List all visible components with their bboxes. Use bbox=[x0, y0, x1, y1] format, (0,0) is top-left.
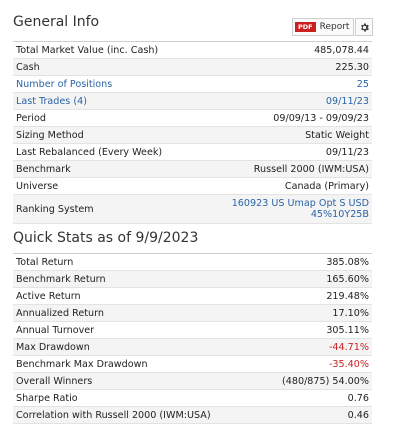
row-value: 0.46 bbox=[347, 409, 369, 421]
table-row: Annual Turnover 305.11% bbox=[13, 322, 372, 339]
row-label: Cash bbox=[16, 61, 40, 73]
row-label: Max Drawdown bbox=[16, 341, 90, 353]
benchmark-max-drawdown-value: -35.40% bbox=[328, 358, 369, 370]
settings-button[interactable] bbox=[355, 18, 373, 36]
ranking-system-link[interactable]: 160923 US Umap Opt S USD 45%10Y25B bbox=[232, 198, 372, 220]
table-row: Total Return 385.08% bbox=[13, 254, 372, 271]
row-label: Annualized Return bbox=[16, 307, 104, 319]
table-row: Last Rebalanced (Every Week) 09/11/23 bbox=[13, 144, 372, 161]
row-value: 17.10% bbox=[332, 307, 369, 319]
row-label: Period bbox=[16, 112, 46, 124]
general-info-title: General Info bbox=[13, 14, 100, 30]
table-row: Period 09/09/13 - 09/09/23 bbox=[13, 110, 372, 127]
row-value: 385.08% bbox=[326, 256, 369, 268]
table-row: Benchmark Russell 2000 (IWM:USA) bbox=[13, 161, 372, 178]
row-value: 485,078.44 bbox=[314, 44, 369, 56]
table-row: Number of Positions 25 bbox=[13, 76, 372, 93]
table-row: Max Drawdown -44.71% bbox=[13, 339, 372, 356]
row-label: Ranking System bbox=[16, 203, 94, 215]
row-label: Overall Winners bbox=[16, 375, 93, 387]
row-label: Annual Turnover bbox=[16, 324, 95, 336]
row-label: Active Return bbox=[16, 290, 81, 302]
row-value: 305.11% bbox=[326, 324, 369, 336]
table-row: Benchmark Return 165.60% bbox=[13, 271, 372, 288]
row-value: (480/875) 54.00% bbox=[282, 375, 369, 387]
gear-icon bbox=[360, 22, 369, 32]
table-row: Ranking System 160923 US Umap Opt S USD … bbox=[13, 195, 372, 224]
quick-stats-title: Quick Stats as of 9/9/2023 bbox=[13, 230, 199, 246]
pdf-report-button[interactable]: PDF Report bbox=[292, 18, 355, 36]
row-value: 165.60% bbox=[326, 273, 369, 285]
last-trades-link[interactable]: Last Trades (4) bbox=[16, 95, 87, 107]
general-info-table: Total Market Value (inc. Cash) 485,078.4… bbox=[13, 41, 372, 224]
row-value: 219.48% bbox=[326, 290, 369, 302]
row-label: Benchmark bbox=[16, 163, 71, 175]
row-label: Last Rebalanced (Every Week) bbox=[16, 146, 163, 158]
table-row: Sharpe Ratio 0.76 bbox=[13, 390, 372, 407]
report-button-label: Report bbox=[319, 22, 350, 32]
ranking-system-line-1: 160923 US Umap Opt S USD bbox=[231, 198, 369, 209]
row-value: 09/09/13 - 09/09/23 bbox=[273, 112, 369, 124]
table-row: Total Market Value (inc. Cash) 485,078.4… bbox=[13, 42, 372, 59]
max-drawdown-value: -44.71% bbox=[328, 341, 369, 353]
table-row: Correlation with Russell 2000 (IWM:USA) … bbox=[13, 407, 372, 424]
row-value: Static Weight bbox=[305, 129, 369, 141]
number-of-positions-value-link[interactable]: 25 bbox=[356, 78, 369, 90]
row-label: Total Return bbox=[16, 256, 74, 268]
table-row: Cash 225.30 bbox=[13, 59, 372, 76]
table-row: Active Return 219.48% bbox=[13, 288, 372, 305]
row-value: 0.76 bbox=[347, 392, 369, 404]
row-value: Canada (Primary) bbox=[284, 180, 369, 192]
table-row: Annualized Return 17.10% bbox=[13, 305, 372, 322]
row-label: Sizing Method bbox=[16, 129, 84, 141]
row-value: 09/11/23 bbox=[325, 146, 369, 158]
row-label: Universe bbox=[16, 180, 59, 192]
row-label: Total Market Value (inc. Cash) bbox=[16, 44, 159, 56]
row-label: Benchmark Max Drawdown bbox=[16, 358, 148, 370]
quick-stats-table: Total Return 385.08% Benchmark Return 16… bbox=[13, 253, 372, 424]
ranking-system-line-2: 45%10Y25B bbox=[310, 209, 369, 220]
last-trades-date-link[interactable]: 09/11/23 bbox=[325, 95, 369, 107]
row-value: 225.30 bbox=[335, 61, 369, 73]
row-label: Correlation with Russell 2000 (IWM:USA) bbox=[16, 409, 211, 421]
row-label: Sharpe Ratio bbox=[16, 392, 78, 404]
table-row: Overall Winners (480/875) 54.00% bbox=[13, 373, 372, 390]
row-value: Russell 2000 (IWM:USA) bbox=[253, 163, 369, 175]
table-row: Benchmark Max Drawdown -35.40% bbox=[13, 356, 372, 373]
table-row: Sizing Method Static Weight bbox=[13, 127, 372, 144]
pdf-icon: PDF bbox=[295, 22, 316, 32]
table-row: Last Trades (4) 09/11/23 bbox=[13, 93, 372, 110]
number-of-positions-link[interactable]: Number of Positions bbox=[16, 78, 113, 90]
table-row: Universe Canada (Primary) bbox=[13, 178, 372, 195]
row-label: Benchmark Return bbox=[16, 273, 106, 285]
